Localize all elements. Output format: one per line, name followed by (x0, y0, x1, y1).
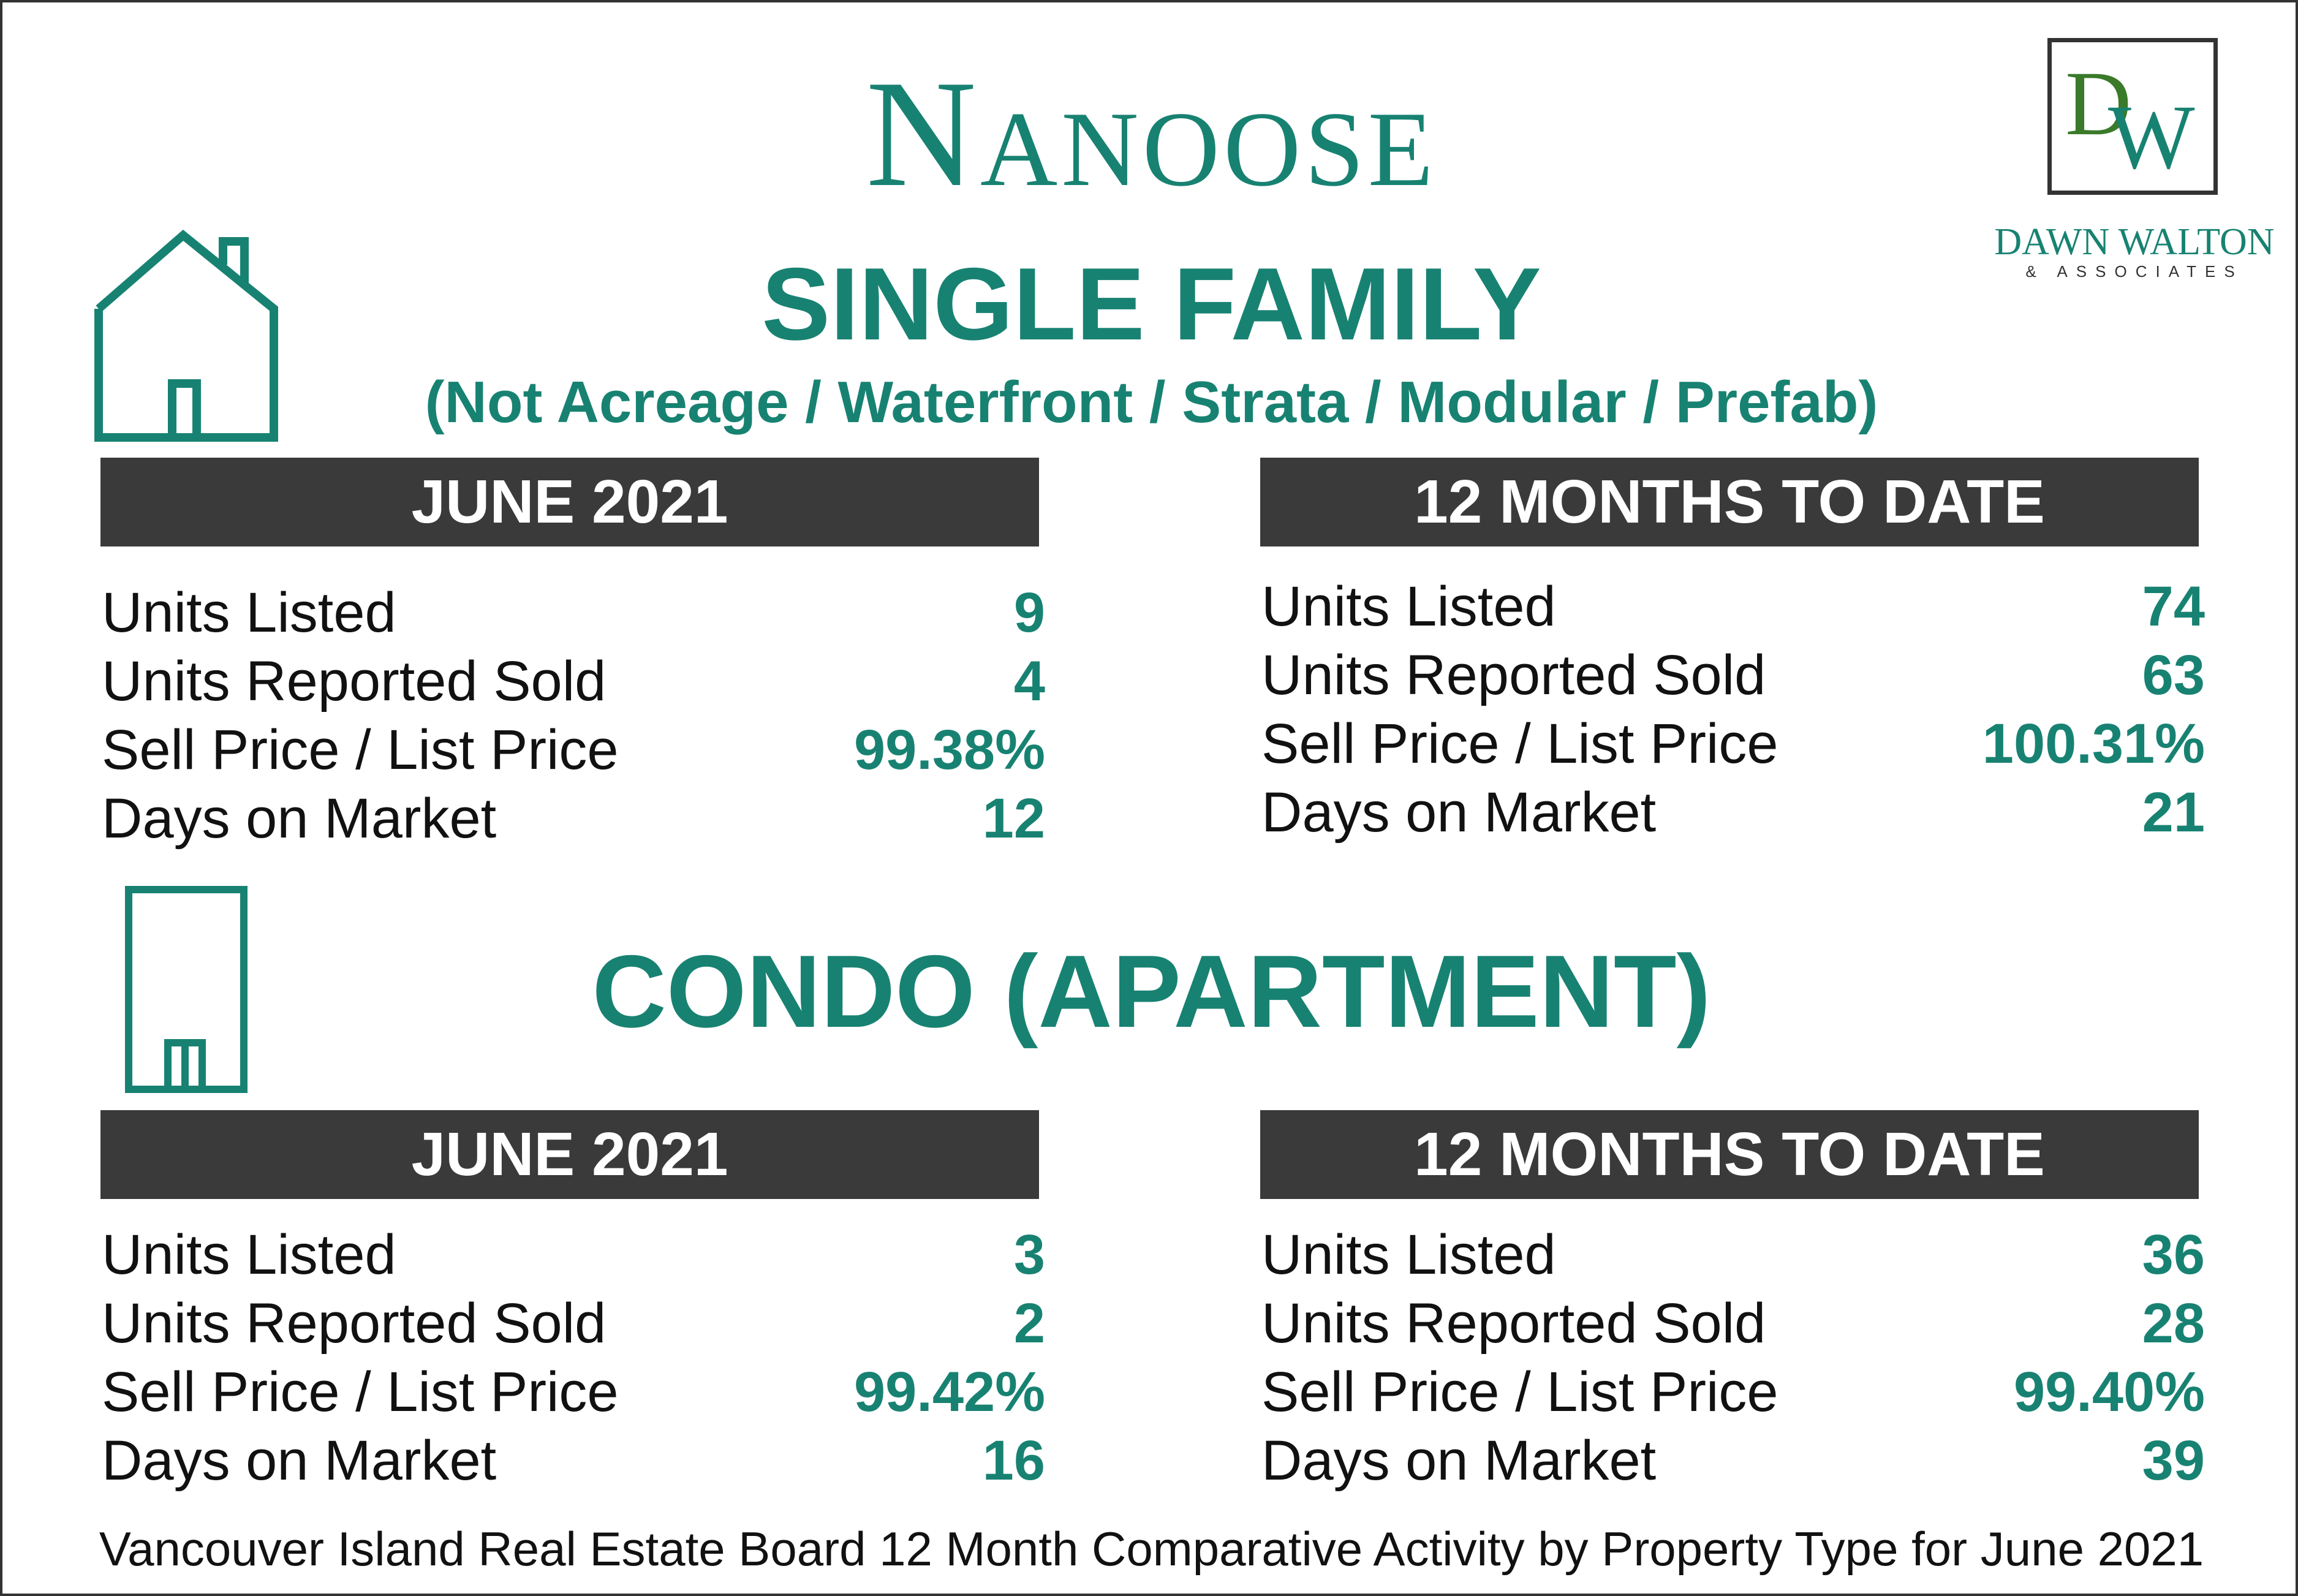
condo-ytd-header: 12 MONTHS TO DATE (1260, 1110, 2199, 1199)
stat-row: Units Listed 9 (102, 578, 1045, 647)
house-icon (94, 229, 278, 442)
stat-value: 4 (1013, 650, 1045, 713)
stat-label: Sell Price / List Price (1261, 1361, 1778, 1423)
stat-label: Units Listed (1261, 1223, 1556, 1286)
stat-row: Days on Market 21 (1261, 778, 2205, 847)
stat-row: Units Listed 36 (1261, 1220, 2205, 1289)
stat-label: Units Reported Sold (1261, 1292, 1766, 1355)
stat-row: Sell Price / List Price 99.42% (102, 1358, 1045, 1426)
condo-month-header: JUNE 2021 (100, 1110, 1039, 1199)
logo-monogram-w: W (2108, 86, 2195, 188)
sf-month-header: JUNE 2021 (100, 458, 1039, 546)
stat-row: Units Listed 3 (102, 1220, 1045, 1289)
stat-value: 36 (2142, 1223, 2205, 1286)
logo-box: D W (2047, 38, 2218, 195)
stat-row: Units Reported Sold 63 (1261, 641, 2205, 709)
stat-value: 99.38% (853, 719, 1045, 781)
stat-row: Units Reported Sold 28 (1261, 1289, 2205, 1358)
stat-label: Days on Market (1261, 781, 1657, 844)
stat-label: Days on Market (102, 787, 497, 850)
condo-month-stats: Units Listed 3 Units Reported Sold 2 Sel… (102, 1220, 1045, 1495)
stat-label: Units Reported Sold (102, 1292, 607, 1355)
footer-source: Vancouver Island Real Estate Board 12 Mo… (99, 1522, 2204, 1576)
stat-row: Units Reported Sold 4 (102, 647, 1045, 716)
stat-value: 16 (982, 1429, 1045, 1492)
stat-row: Sell Price / List Price 100.31% (1261, 709, 2205, 778)
single-family-subtitle: (Not Acreage / Waterfront / Strata / Mod… (425, 369, 1878, 435)
logo-monogram-d: D (2065, 53, 2131, 154)
stat-value: 28 (2142, 1292, 2205, 1355)
condo-title: CONDO (APARTMENT) (592, 934, 1711, 1049)
sf-ytd-stats: Units Listed 74 Units Reported Sold 63 S… (1261, 572, 2205, 847)
stat-row: Units Listed 74 (1261, 572, 2205, 641)
stat-row: Days on Market 16 (102, 1426, 1045, 1495)
stat-label: Units Listed (102, 1223, 396, 1286)
stat-label: Units Listed (102, 581, 396, 644)
stat-value: 63 (2142, 644, 2205, 706)
stat-value: 99.42% (853, 1361, 1045, 1423)
stat-row: Days on Market 12 (102, 784, 1045, 853)
stat-label: Days on Market (102, 1429, 497, 1492)
stat-value: 99.40% (2013, 1361, 2205, 1423)
stat-label: Units Reported Sold (102, 650, 607, 713)
stat-row: Sell Price / List Price 99.38% (102, 716, 1045, 784)
page-title: Nanoose (866, 49, 1437, 219)
single-family-title: SINGLE FAMILY (762, 246, 1541, 361)
stat-value: 9 (1013, 581, 1045, 644)
logo-subtitle: & ASSOCIATES (2025, 262, 2243, 281)
stat-row: Units Reported Sold 2 (102, 1289, 1045, 1358)
stat-label: Sell Price / List Price (1261, 713, 1778, 775)
sf-ytd-header: 12 MONTHS TO DATE (1260, 458, 2199, 546)
stat-value: 3 (1013, 1223, 1045, 1286)
stat-row: Sell Price / List Price 99.40% (1261, 1358, 2205, 1426)
stat-value: 74 (2142, 575, 2205, 638)
stat-label: Units Reported Sold (1261, 644, 1766, 706)
stat-label: Units Listed (1261, 575, 1556, 638)
apartment-building-icon (125, 886, 248, 1093)
stat-row: Days on Market 39 (1261, 1426, 2205, 1495)
stat-label: Sell Price / List Price (102, 1361, 619, 1423)
logo-name: DAWN WALTON (1994, 221, 2275, 263)
stat-label: Sell Price / List Price (102, 719, 619, 781)
stat-value: 2 (1013, 1292, 1045, 1355)
sf-month-stats: Units Listed 9 Units Reported Sold 4 Sel… (102, 578, 1045, 853)
dw-monogram-logo: D W (2065, 53, 2195, 188)
condo-ytd-stats: Units Listed 36 Units Reported Sold 28 S… (1261, 1220, 2205, 1495)
stat-value: 100.31% (1982, 713, 2205, 775)
stat-value: 21 (2142, 781, 2205, 844)
stat-label: Days on Market (1261, 1429, 1657, 1492)
stat-value: 39 (2142, 1429, 2205, 1492)
stat-value: 12 (982, 787, 1045, 850)
